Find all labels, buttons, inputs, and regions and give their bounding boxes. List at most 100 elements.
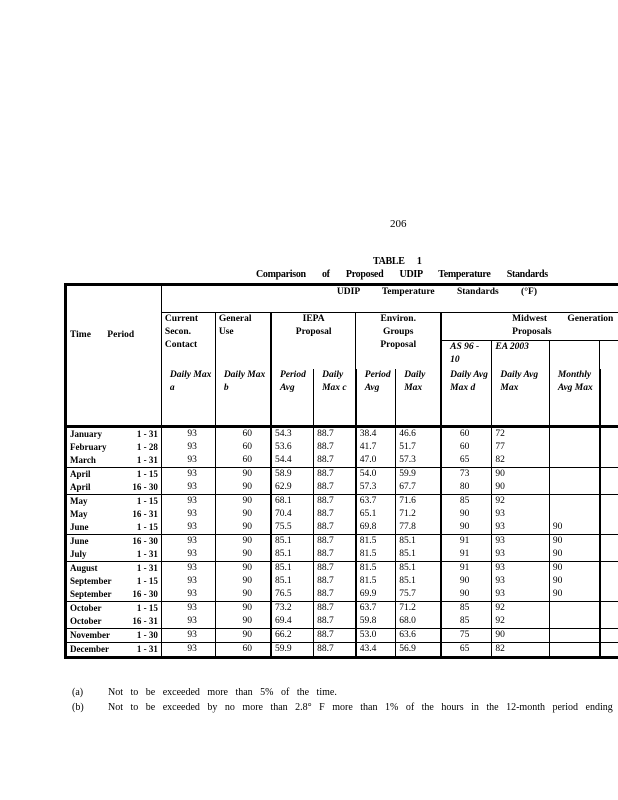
footnote-mark: (a)	[72, 687, 84, 698]
month-label: October	[70, 603, 102, 613]
value-cell: 90	[441, 588, 493, 602]
time-period-cell: September 16 - 30	[64, 588, 162, 602]
time-period-cell: November 1 - 30	[64, 628, 162, 643]
value-cell: 81.5	[355, 561, 397, 575]
value-cell	[549, 615, 601, 629]
value-cell: 93	[491, 588, 550, 602]
value-cell: 90	[215, 615, 272, 629]
value-cell: 93	[491, 561, 550, 575]
time-period-cell: May 16 - 31	[64, 508, 162, 521]
value-cell	[549, 508, 601, 521]
cell-filler	[599, 441, 618, 454]
date-range: 1 - 31	[136, 455, 158, 465]
value-cell	[549, 425, 601, 441]
monthly-blank-header	[549, 340, 601, 369]
value-cell: 81.5	[355, 534, 397, 548]
value-cell: 93	[161, 467, 216, 481]
value-cell: 85.1	[270, 575, 315, 588]
value-cell: 85.1	[395, 534, 443, 548]
current-secon-contact-header: Current Secon. Contact	[161, 312, 216, 369]
value-cell: 65	[441, 454, 493, 468]
value-cell: 60	[215, 425, 272, 441]
value-cell: 88.7	[313, 601, 357, 615]
value-cell: 72	[491, 425, 550, 441]
date-range: 1 - 15	[136, 576, 158, 586]
value-cell: 68.0	[395, 615, 443, 629]
value-cell: 88.7	[313, 441, 357, 454]
cell-filler	[599, 588, 618, 602]
value-cell: 88.7	[313, 481, 357, 495]
sub-header-1: Daily Max b	[215, 368, 272, 427]
value-cell: 93	[491, 575, 550, 588]
value-cell: 60	[215, 454, 272, 468]
value-cell	[549, 601, 601, 615]
value-cell: 93	[161, 601, 216, 615]
value-cell: 88.7	[313, 548, 357, 562]
time-period-cell: October 16 - 31	[64, 615, 162, 629]
table-row: December 1 - 31 93 60 59.9 88.7 43.4 56.9 65 82	[64, 642, 618, 659]
value-cell: 85	[441, 601, 493, 615]
table-row: October 16 - 31 93 90 69.4 88.7 59.8 68.0 85 92	[64, 615, 618, 629]
cell-filler	[599, 521, 618, 535]
date-range: 1 - 30	[136, 630, 158, 640]
value-cell: 82	[491, 454, 550, 468]
value-cell: 90	[491, 628, 550, 643]
value-cell: 90	[215, 575, 272, 588]
cell-filler	[599, 454, 618, 468]
cell-filler	[599, 615, 618, 629]
value-cell: 69.8	[355, 521, 397, 535]
value-cell: 60	[441, 441, 493, 454]
table-row: June 1 - 15 93 90 75.5 88.7 69.8 77.8 90 93 90	[64, 521, 618, 535]
month-label: February	[70, 442, 107, 452]
footnote-b: (b) Not to be exceeded by no more than 2…	[72, 702, 618, 713]
value-cell	[549, 494, 601, 508]
value-cell	[549, 441, 601, 454]
value-cell: 93	[161, 534, 216, 548]
date-range: 1 - 15	[136, 496, 158, 506]
cell-filler	[599, 601, 618, 615]
value-cell: 85.1	[395, 548, 443, 562]
sub-header-8: Monthly Avg Max	[549, 368, 601, 427]
time-period-cell: July 1 - 31	[64, 548, 162, 562]
cell-filler	[599, 561, 618, 575]
span-header: UDIP Temperature Standards (°F)	[161, 283, 618, 313]
date-range: 1 - 31	[136, 429, 158, 439]
value-cell: 85.1	[270, 561, 315, 575]
value-cell: 90	[549, 534, 601, 548]
value-cell: 90	[441, 521, 493, 535]
value-cell: 81.5	[355, 575, 397, 588]
value-cell: 69.4	[270, 615, 315, 629]
time-period-cell: September 1 - 15	[64, 575, 162, 588]
month-label: March	[70, 455, 96, 465]
value-cell: 41.7	[355, 441, 397, 454]
value-cell: 75.5	[270, 521, 315, 535]
value-cell: 77	[491, 441, 550, 454]
table-row: August 1 - 31 93 90 85.1 88.7 81.5 85.1 91 93 90	[64, 561, 618, 575]
value-cell: 57.3	[395, 454, 443, 468]
value-cell: 93	[161, 561, 216, 575]
value-cell: 93	[161, 425, 216, 441]
date-range: 1 - 31	[136, 549, 158, 559]
footnote-a: (a) Not to be exceeded more than 5% of t…	[72, 687, 337, 698]
date-range: 1 - 31	[136, 563, 158, 573]
value-cell: 90	[549, 575, 601, 588]
value-cell: 63.7	[355, 601, 397, 615]
month-label: June	[70, 522, 89, 532]
time-period-cell: June 16 - 30	[64, 534, 162, 548]
value-cell: 85	[441, 494, 493, 508]
sub-header-5: Daily Max	[395, 368, 443, 427]
value-cell: 38.4	[355, 425, 397, 441]
cell-filler	[599, 467, 618, 481]
table-row: March 1 - 31 93 60 54.4 88.7 47.0 57.3 65 82	[64, 454, 618, 468]
value-cell: 92	[491, 494, 550, 508]
value-cell: 90	[549, 561, 601, 575]
time-period-header: Time Period	[64, 283, 162, 428]
value-cell: 93	[491, 548, 550, 562]
value-cell: 90	[215, 548, 272, 562]
value-cell: 68.1	[270, 494, 315, 508]
month-label: May	[70, 509, 88, 519]
month-label: April	[70, 482, 91, 492]
time-period-cell: January 1 - 31	[64, 425, 162, 441]
month-label: September	[70, 576, 112, 586]
value-cell: 75.7	[395, 588, 443, 602]
